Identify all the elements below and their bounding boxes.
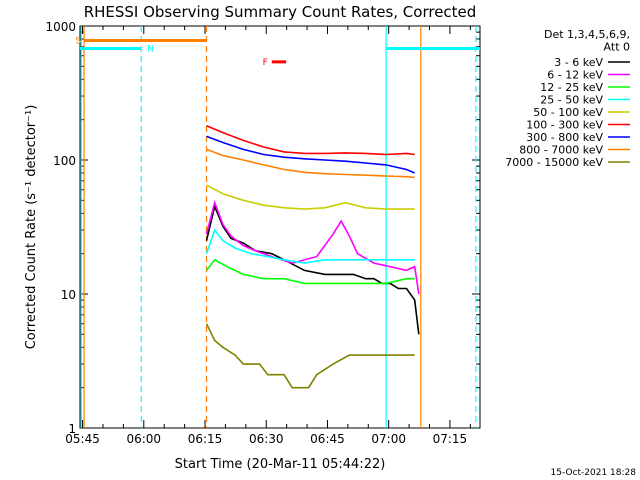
plot-area <box>79 25 481 429</box>
observing-status-bars: S N F <box>75 36 480 68</box>
y-axis: 1 10 100 1000 <box>45 20 480 436</box>
legend-entry-label: 7000 - 15000 keV <box>505 156 603 169</box>
status-bar-label: F <box>263 58 268 68</box>
series-line-100-300-kev <box>206 125 415 156</box>
timestamp: 15-Oct-2021 18:28 <box>551 468 637 478</box>
legend-entry-label: 50 - 100 keV <box>533 106 603 119</box>
x-tick-label: 06:00 <box>126 432 161 446</box>
legend-entry-label: 100 - 300 keV <box>526 119 603 132</box>
series-line-800-7000-kev <box>206 148 415 179</box>
legend-header: Att 0 <box>604 41 630 54</box>
y-tick-label: 1000 <box>45 20 76 34</box>
y-axis-label: Corrected Count Rate (s⁻¹ detector⁻¹) <box>24 105 39 350</box>
series-line-25-50-kev <box>205 228 415 264</box>
x-tick-label: 05:45 <box>65 432 100 446</box>
y-tick-label: 1 <box>68 422 76 436</box>
x-tick-label: 06:15 <box>188 432 223 446</box>
series-line-6-12-kev <box>205 200 420 295</box>
x-tick-label: 06:30 <box>249 432 284 446</box>
y-tick-label: 10 <box>61 288 76 302</box>
legend-header: Det 1,3,4,5,6,9, <box>544 28 630 41</box>
series-line-3-6-kev <box>205 203 420 335</box>
legend-entry-label: 12 - 25 keV <box>540 81 603 94</box>
legend-entry-label: 3 - 6 keV <box>554 56 603 69</box>
status-bar-label: S <box>75 36 81 46</box>
chart-title: RHESSI Observing Summary Count Rates, Co… <box>84 3 477 21</box>
series-line-7000-15000-kev <box>205 323 415 389</box>
series-line-50-100-kev <box>206 184 415 210</box>
series-line-300-800-kev <box>206 135 416 174</box>
observing-state-lines <box>80 26 477 428</box>
legend-entry-label: 25 - 50 keV <box>540 94 603 107</box>
series-lines <box>205 125 420 389</box>
status-bar-label: N <box>147 44 154 54</box>
plot-frame <box>79 25 481 429</box>
legend-entry-label: 6 - 12 keV <box>547 69 603 82</box>
x-axis-label: Start Time (20-Mar-11 05:44:22) <box>175 457 386 472</box>
x-axis: 05:45 06:00 06:15 06:30 06:45 07:00 07:15 <box>65 26 471 446</box>
legend-entry-label: 300 - 800 keV <box>526 131 603 144</box>
series-line-12-25-kev <box>205 258 415 285</box>
y-tick-label: 100 <box>53 154 76 168</box>
x-tick-label: 06:45 <box>310 432 345 446</box>
legend-entry-label: 800 - 7000 keV <box>519 144 603 157</box>
x-tick-label: 07:00 <box>371 432 406 446</box>
x-tick-label: 07:15 <box>433 432 468 446</box>
